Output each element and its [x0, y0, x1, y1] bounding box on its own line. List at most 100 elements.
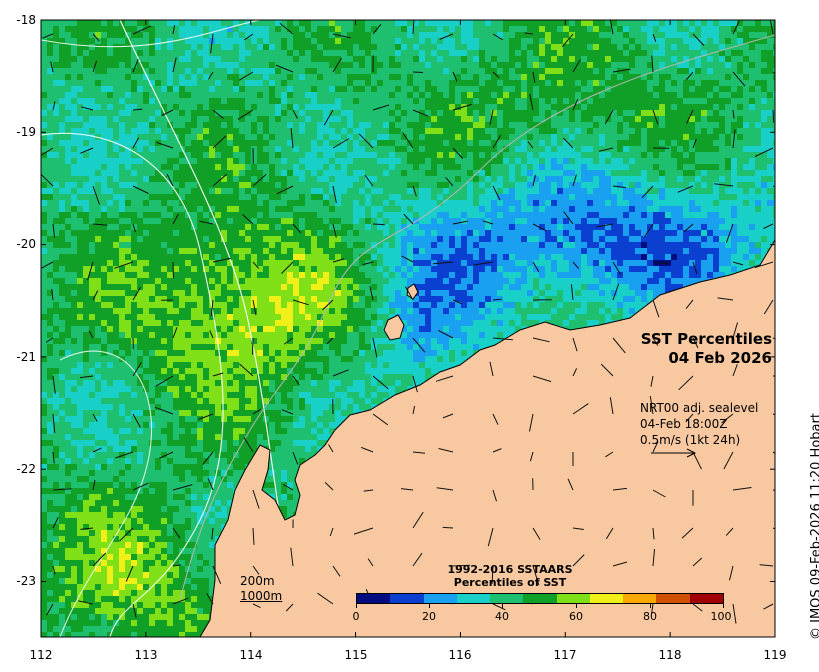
- colorbar-segment: [357, 594, 391, 603]
- current-vector: [132, 361, 142, 377]
- current-vector: [572, 368, 578, 377]
- current-vector: [172, 25, 176, 35]
- current-vector: [155, 375, 174, 387]
- current-vector: [438, 448, 454, 453]
- current-vector: [714, 183, 734, 187]
- current-vector: [652, 489, 666, 498]
- current-vector: [452, 564, 471, 567]
- current-vector: [80, 147, 94, 154]
- current-vector: [683, 223, 694, 233]
- current-vector: [332, 369, 349, 377]
- current-vector: [759, 564, 774, 567]
- land-mass: [199, 239, 775, 637]
- current-vector: [686, 109, 694, 124]
- current-vector: [244, 33, 254, 41]
- current-vector: [452, 220, 468, 225]
- current-vector: [79, 375, 94, 379]
- current-vector: [92, 33, 100, 42]
- current-vector: [372, 413, 389, 426]
- current-vector: [649, 396, 654, 415]
- current-vector: [492, 448, 502, 453]
- current-vector: [252, 299, 257, 316]
- current-vector: [46, 603, 54, 616]
- current-vector: [92, 479, 96, 491]
- lat-label: -18: [16, 13, 36, 27]
- current-vector: [652, 441, 659, 453]
- current-vector: [772, 109, 775, 123]
- colorbar-segment: [589, 594, 624, 603]
- current-vector: [412, 405, 416, 415]
- depth-legend: 200m 1000m: [240, 574, 282, 604]
- current-vector: [332, 223, 337, 238]
- current-vector: [681, 527, 694, 539]
- colorbar-tick: [356, 604, 357, 608]
- current-vector: [42, 33, 54, 39]
- current-vector: [492, 337, 513, 341]
- current-vector: [92, 60, 98, 73]
- current-vector: [652, 33, 657, 42]
- current-vector: [532, 223, 547, 232]
- current-vector: [532, 375, 552, 383]
- current-vector: [692, 33, 705, 46]
- current-vector: [692, 451, 702, 470]
- current-vector: [492, 134, 502, 149]
- current-vector: [438, 329, 454, 339]
- current-vector: [372, 23, 382, 35]
- colorbar-title: 1992-2016 SSTAARS Percentiles of SST: [447, 563, 573, 589]
- current-vector: [283, 337, 294, 345]
- current-vector: [372, 223, 385, 226]
- current-vector: [436, 487, 454, 491]
- current-vector: [563, 137, 574, 149]
- current-vector: [412, 71, 424, 73]
- current-vector: [678, 375, 694, 391]
- current-vector: [252, 527, 255, 545]
- current-vector: [652, 549, 655, 567]
- vector-info: NRT00 adj. sealevel 04-Feb 18:00Z 0.5m/s…: [640, 401, 759, 447]
- colorbar-segment: [556, 594, 590, 603]
- current-vector: [532, 565, 540, 586]
- lon-label: 118: [658, 648, 682, 662]
- current-vector: [243, 437, 254, 453]
- current-vector: [772, 185, 775, 188]
- colorbar-segment: [689, 594, 723, 603]
- current-vector: [290, 547, 294, 567]
- current-vector: [732, 322, 738, 339]
- current-vector: [210, 33, 214, 54]
- current-vector: [567, 478, 574, 491]
- current-vector: [78, 600, 94, 605]
- current-vector: [482, 220, 494, 225]
- current-vector: [292, 223, 302, 234]
- current-vector: [92, 552, 107, 567]
- current-vector: [172, 327, 178, 339]
- current-vector: [732, 71, 746, 87]
- current-vector: [403, 213, 414, 225]
- current-vector: [212, 565, 222, 584]
- current-vector: [290, 128, 294, 149]
- current-vector: [364, 174, 374, 187]
- current-vector: [285, 603, 294, 612]
- current-vector: [439, 33, 454, 40]
- current-vector: [527, 141, 534, 149]
- current-vector: [529, 413, 534, 432]
- colorbar-tick: [502, 604, 503, 608]
- current-vector: [242, 214, 254, 225]
- current-vector: [252, 261, 260, 269]
- current-vectors: [41, 20, 775, 624]
- lat-label: -20: [16, 237, 36, 251]
- current-vector: [252, 603, 261, 609]
- current-vector: [212, 372, 224, 377]
- current-vector: [322, 299, 334, 311]
- scale-arrow-icon: [651, 448, 697, 458]
- current-vector: [211, 527, 214, 540]
- current-vector: [652, 527, 655, 540]
- current-vector: [412, 511, 424, 529]
- current-vector: [487, 527, 494, 547]
- current-vector: [692, 138, 697, 149]
- current-vector: [652, 261, 669, 265]
- current-vector: [433, 261, 454, 265]
- current-vector: [572, 99, 579, 111]
- current-vector: [400, 488, 414, 491]
- current-vector: [332, 57, 343, 73]
- contour-200m: [179, 34, 775, 601]
- current-vector: [367, 558, 374, 567]
